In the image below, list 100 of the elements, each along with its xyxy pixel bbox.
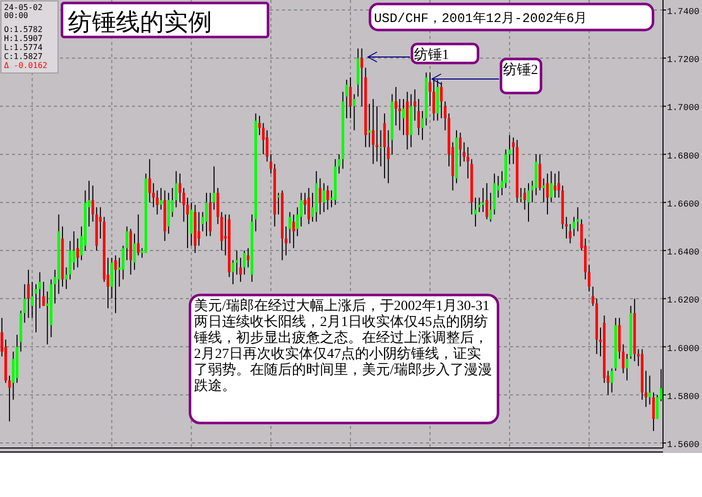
candlestick bbox=[186, 197, 189, 249]
candlestick bbox=[417, 98, 420, 136]
candlestick bbox=[482, 188, 484, 213]
candlestick bbox=[156, 190, 159, 215]
candlestick bbox=[65, 266, 68, 290]
candlestick bbox=[270, 154, 272, 174]
annotation: 美元/瑞郎在经过大幅上涨后，于2002年1月30-31两日连续收长阳线，2月1日收实体仅45点的阴纺锤线，初步显出疲惫之态。在经过上涨调整后，2月27日再次收实体仅47点的小阴纺锤线，证实了弱势。在随后的时间里，美元/瑞郎步入了漫漫跌途。 bbox=[193, 298, 492, 394]
candlestick bbox=[486, 182, 488, 220]
candlestick bbox=[360, 48, 364, 107]
candlestick bbox=[126, 226, 128, 261]
candlestick bbox=[546, 173, 549, 215]
candlestick bbox=[644, 370, 648, 408]
candlestick bbox=[459, 132, 462, 167]
candlestick bbox=[414, 88, 416, 122]
candlestick bbox=[72, 230, 76, 270]
candlestick bbox=[133, 233, 136, 270]
annotation: 纺锤2 bbox=[503, 62, 538, 78]
candlestick bbox=[466, 146, 470, 179]
candlestick bbox=[508, 134, 511, 164]
candlestick bbox=[610, 368, 614, 393]
candlestick bbox=[512, 136, 515, 164]
y-tick-label: 1.7200 bbox=[667, 55, 700, 66]
annotation: 纺锤1 bbox=[414, 47, 449, 63]
candlestick bbox=[212, 166, 216, 210]
candlestick bbox=[307, 188, 310, 225]
candlestick bbox=[322, 182, 326, 213]
candlestick bbox=[23, 284, 26, 324]
candlestick bbox=[550, 170, 553, 203]
annotation: H:1.5907 bbox=[4, 34, 43, 43]
candlestick bbox=[432, 79, 436, 122]
candlestick bbox=[122, 245, 124, 280]
annotation: O:1.5782 bbox=[4, 25, 43, 34]
candlestick bbox=[527, 182, 530, 222]
candlestick bbox=[428, 72, 432, 107]
candlestick bbox=[284, 226, 288, 256]
candlestick bbox=[352, 94, 356, 131]
candlestick bbox=[592, 286, 594, 306]
candlestick bbox=[76, 238, 79, 268]
y-tick-label: 1.6400 bbox=[667, 248, 700, 258]
annotation: Δ -0.0162 bbox=[4, 61, 48, 70]
candlestick bbox=[277, 192, 280, 215]
candlestick bbox=[288, 212, 292, 244]
candlestick bbox=[318, 178, 322, 215]
candlestick bbox=[239, 257, 242, 282]
candlestick bbox=[489, 192, 492, 222]
candlestick bbox=[42, 281, 45, 306]
candlestick bbox=[387, 130, 390, 184]
candlestick bbox=[136, 214, 140, 256]
candlestick bbox=[148, 158, 151, 203]
candlestick bbox=[27, 269, 30, 318]
candlestick bbox=[444, 100, 446, 131]
candlestick bbox=[394, 86, 398, 126]
candlestick bbox=[258, 115, 261, 136]
candlestick bbox=[474, 197, 477, 227]
candlestick bbox=[588, 264, 590, 292]
candlestick bbox=[542, 178, 545, 203]
candlestick bbox=[160, 188, 162, 210]
candlestick bbox=[152, 182, 155, 208]
candlestick bbox=[345, 79, 348, 119]
candlestick bbox=[648, 375, 652, 406]
candlestick bbox=[198, 212, 200, 246]
candlestick bbox=[421, 110, 424, 140]
candlestick bbox=[372, 98, 374, 164]
candlestick bbox=[478, 197, 481, 213]
candlestick bbox=[572, 216, 576, 237]
y-tick-label: 1.6600 bbox=[667, 199, 700, 210]
candlestick bbox=[462, 142, 466, 162]
candlestick bbox=[300, 192, 302, 227]
annotation: 00:00 bbox=[4, 11, 28, 20]
candlestick bbox=[398, 98, 401, 131]
y-tick-label: 1.6800 bbox=[667, 151, 700, 162]
annotation: L:1.5774 bbox=[4, 43, 43, 52]
candlestick bbox=[626, 353, 628, 381]
candlestick bbox=[92, 185, 94, 222]
y-tick-label: 1.5600 bbox=[667, 440, 700, 450]
candlestick bbox=[402, 98, 405, 136]
candlestick bbox=[523, 188, 526, 210]
candlestick bbox=[243, 250, 246, 276]
annotation: C:1.5827 bbox=[4, 52, 43, 61]
candlestick bbox=[554, 173, 556, 198]
candlestick bbox=[232, 260, 234, 285]
candlestick bbox=[376, 106, 378, 162]
candlestick bbox=[568, 224, 572, 244]
candlestick bbox=[652, 392, 655, 432]
candlestick bbox=[520, 188, 522, 203]
y-tick-label: 1.6000 bbox=[667, 344, 700, 354]
candlestick bbox=[622, 344, 625, 374]
y-tick-label: 1.7400 bbox=[667, 7, 700, 17]
candlestick bbox=[338, 154, 340, 174]
candlestick bbox=[266, 130, 268, 162]
candlestick bbox=[114, 254, 117, 314]
y-tick-label: 1.7000 bbox=[667, 103, 700, 114]
candlestick bbox=[379, 130, 382, 167]
candlestick bbox=[38, 272, 42, 309]
candlestick bbox=[440, 82, 443, 119]
candlestick bbox=[235, 250, 238, 276]
candlestick bbox=[565, 216, 568, 240]
annotation: 24-05-02 bbox=[4, 3, 43, 12]
candlestick bbox=[205, 192, 208, 237]
candlestick bbox=[246, 248, 250, 268]
